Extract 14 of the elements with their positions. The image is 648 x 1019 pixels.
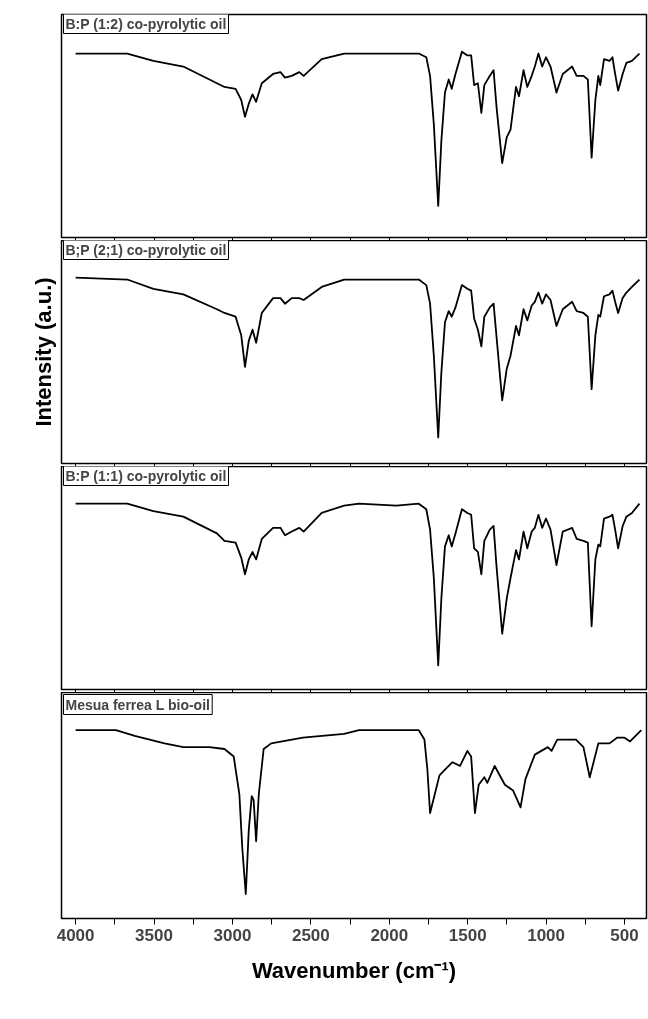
- x-tick-label: 3500: [135, 925, 173, 945]
- x-tick-label: 500: [610, 925, 639, 945]
- x-tick-label: 4000: [56, 925, 95, 945]
- text: B;P (2;1) co-pyrolytic oil: [65, 241, 227, 258]
- text: B:P (1:2) co-pyrolytic oil: [65, 15, 227, 32]
- x-tick-label: 1000: [527, 925, 566, 945]
- x-tick-label: 3000: [213, 925, 252, 945]
- x-axis-title: Wavenumber (cm⁻¹): [251, 957, 457, 983]
- text: Mesua ferrea L bio-oil: [65, 696, 210, 713]
- x-tick-label: 2500: [291, 925, 330, 945]
- x-tick-label: 2000: [370, 925, 409, 945]
- text: B:P (1:1) co-pyrolytic oil: [65, 467, 227, 484]
- x-tick-label: 1500: [448, 925, 487, 945]
- y-axis-title: Intensity (a.u.): [30, 277, 56, 427]
